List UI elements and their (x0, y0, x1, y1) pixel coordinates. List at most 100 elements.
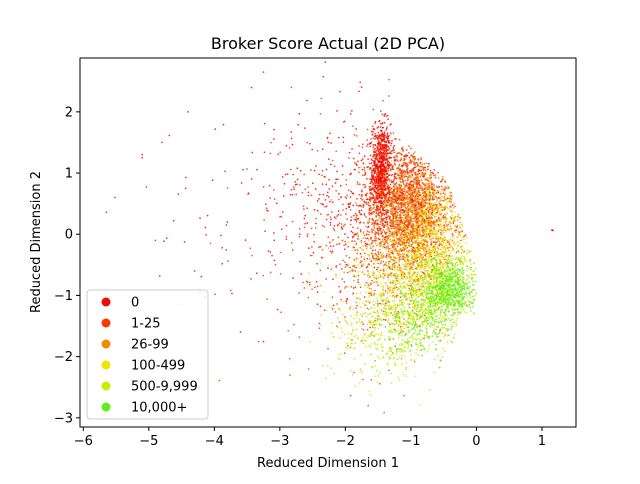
data-point (381, 224, 384, 227)
data-point (406, 297, 408, 300)
data-point (430, 199, 432, 201)
data-point (403, 199, 406, 201)
data-point (386, 253, 388, 255)
data-point (335, 178, 338, 181)
data-point (381, 231, 384, 233)
data-point (211, 179, 214, 182)
data-point (379, 186, 382, 189)
data-point (321, 148, 324, 151)
data-point (371, 210, 374, 213)
data-point (345, 197, 348, 200)
data-point (465, 236, 468, 238)
data-point (387, 149, 390, 151)
data-point (396, 211, 399, 214)
data-point (356, 204, 358, 207)
data-point (393, 287, 396, 290)
data-point (434, 176, 437, 179)
data-point (290, 188, 293, 191)
data-point (430, 254, 433, 257)
data-point (373, 304, 375, 306)
data-point (165, 237, 168, 239)
data-point (362, 232, 365, 234)
data-point (410, 230, 413, 233)
data-point (263, 151, 266, 154)
data-point (340, 268, 343, 270)
data-point (448, 187, 450, 189)
data-point (183, 241, 186, 243)
data-point (399, 173, 402, 176)
data-point (395, 241, 397, 244)
data-point (407, 221, 409, 224)
data-point (257, 340, 260, 343)
data-point (354, 212, 357, 215)
data-point (437, 190, 440, 192)
data-point (393, 243, 396, 245)
data-point (368, 185, 371, 188)
data-point (402, 203, 405, 206)
data-point (441, 195, 443, 198)
data-point (350, 219, 352, 222)
data-point (442, 241, 445, 244)
data-point (349, 307, 351, 309)
data-point (399, 325, 402, 328)
data-point (462, 245, 464, 248)
data-point (417, 239, 420, 242)
data-point (288, 147, 291, 149)
data-point (393, 239, 396, 242)
data-point (452, 227, 455, 229)
data-point (394, 187, 397, 190)
data-point (383, 131, 386, 133)
data-point (385, 155, 388, 158)
data-point (342, 225, 345, 227)
data-point (375, 197, 378, 200)
data-point (392, 215, 395, 218)
data-point (427, 188, 429, 191)
data-point (366, 145, 368, 147)
data-point (368, 233, 370, 236)
data-point (422, 272, 425, 274)
data-point (406, 208, 409, 211)
data-point (444, 333, 446, 336)
data-point (384, 179, 387, 182)
data-point (454, 263, 456, 265)
data-point (367, 143, 369, 146)
data-point (447, 240, 450, 243)
data-point (420, 266, 422, 269)
data-point (335, 264, 338, 267)
data-point (402, 254, 405, 256)
data-point (375, 223, 378, 226)
data-point (366, 221, 369, 223)
data-point (370, 189, 373, 192)
data-point (290, 86, 293, 89)
data-point (363, 212, 366, 215)
data-point (366, 243, 369, 246)
data-point (395, 154, 398, 157)
data-point (409, 207, 412, 210)
data-point (444, 186, 446, 188)
data-point (416, 224, 418, 226)
data-point (376, 214, 379, 217)
data-point (376, 145, 379, 148)
data-point (429, 220, 432, 223)
data-point (385, 261, 387, 264)
data-point (383, 115, 386, 117)
data-point (352, 226, 354, 229)
data-point (383, 213, 386, 216)
data-point (371, 176, 373, 179)
data-point (344, 261, 346, 264)
data-point (422, 183, 425, 186)
data-point (366, 192, 368, 195)
data-point (421, 171, 424, 174)
data-point (363, 221, 365, 224)
data-point (444, 194, 447, 196)
data-point (446, 212, 448, 215)
data-point (405, 246, 408, 249)
data-point (369, 204, 372, 207)
data-point (424, 169, 427, 172)
data-point (369, 142, 372, 145)
data-point (437, 228, 440, 231)
data-point (332, 239, 334, 241)
data-point (384, 161, 387, 164)
data-point (430, 232, 432, 234)
data-point (438, 226, 441, 229)
